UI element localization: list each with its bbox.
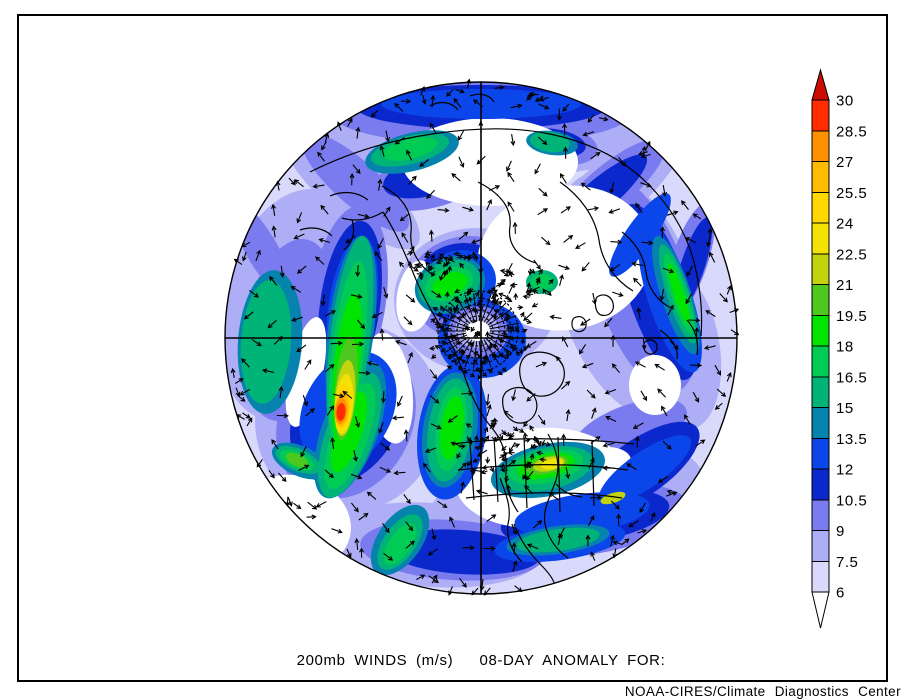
- colorbar-segment: [811, 499, 830, 531]
- colorbar-tick-label: 21: [836, 277, 854, 294]
- colorbar-tick-label: 10.5: [836, 492, 867, 509]
- colorbar-tick-label: 13.5: [836, 431, 867, 448]
- colorbar-segment: [811, 407, 830, 439]
- colorbar-tick-label: 7.5: [836, 554, 858, 571]
- colorbar-tick-label: 19.5: [836, 308, 867, 325]
- colorbar-segment: [811, 314, 830, 347]
- colorbar-segment: [811, 345, 830, 378]
- colorbar-segment: [811, 222, 830, 255]
- plot-border-frame: [17, 14, 888, 682]
- plot-title-line1: 200mb WINDS (m/s) 08-DAY ANOMALY FOR:: [296, 652, 666, 669]
- colorbar-segment: [811, 560, 830, 593]
- map-outline: [224, 81, 738, 595]
- colorbar-tick-label: 30: [836, 93, 854, 110]
- colorbar-tick-label: 9: [836, 523, 845, 540]
- colorbar-under-arrow: [811, 591, 830, 629]
- colorbar-segment: [811, 468, 830, 501]
- colorbar-tick-label: 27: [836, 154, 854, 171]
- colorbar-tick-label: 24: [836, 216, 854, 233]
- colorbar-tick-label: 18: [836, 339, 854, 356]
- colorbar-segment: [811, 284, 830, 316]
- colorbar-tick-label: 15: [836, 400, 854, 417]
- wind-vectors: [239, 94, 728, 592]
- colorbar-segment: [811, 161, 830, 193]
- colorbar-tick-label: 22.5: [836, 246, 867, 263]
- colorbar-tick-label: 25.5: [836, 185, 867, 202]
- colorbar-segment: [811, 99, 830, 132]
- colorbar-segment: [811, 130, 830, 162]
- colorbar-segment: [811, 191, 830, 224]
- credit-text: NOAA-CIRES/Climate Diagnostics Center: [624, 684, 901, 699]
- contour-fills: [225, 82, 737, 594]
- colorbar-tick-label: 28.5: [836, 123, 867, 140]
- colorbar-tick-label: 6: [836, 585, 845, 602]
- colorbar-segment: [811, 437, 830, 470]
- colorbar-tick-label: 16.5: [836, 369, 867, 386]
- colorbar-tick-label: 12: [836, 462, 854, 479]
- colorbar-over-arrow: [811, 68, 830, 101]
- colorbar-segment: [811, 253, 830, 285]
- colorbar-segment: [811, 530, 830, 562]
- plot-titles: 200mb WINDS (m/s) 08-DAY ANOMALY FOR: Su…: [297, 618, 666, 699]
- colorbar-segment: [811, 376, 830, 408]
- colorbar: 30 28.5 27 25.5 24 22.5 21 19.5 18 16.5 15 13.5 12 10…: [811, 68, 867, 629]
